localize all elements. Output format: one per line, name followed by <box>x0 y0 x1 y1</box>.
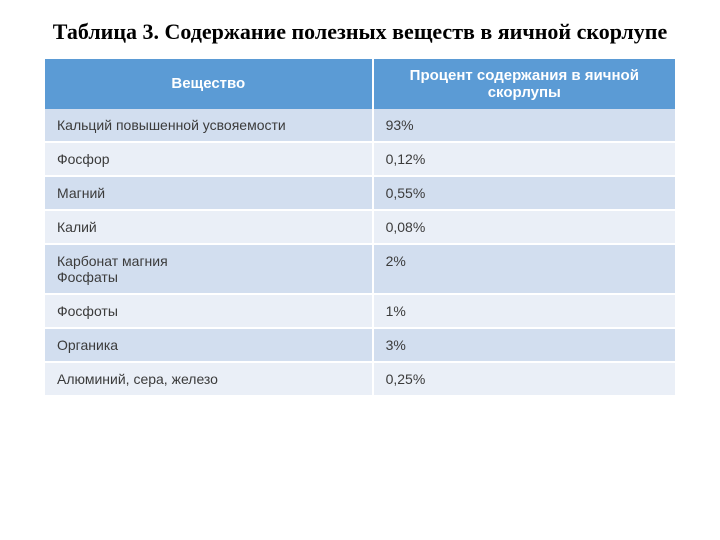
table-row: Органика3% <box>45 328 675 362</box>
cell-substance: Магний <box>45 176 373 210</box>
cell-substance: Органика <box>45 328 373 362</box>
cell-percent: 0,12% <box>373 142 675 176</box>
cell-substance: Фосфоты <box>45 294 373 328</box>
cell-substance: Калий <box>45 210 373 244</box>
cell-percent: 0,25% <box>373 362 675 396</box>
table-header-row: Вещество Процент содержания в яичной ско… <box>45 59 675 109</box>
table-row: Алюминий, сера, железо0,25% <box>45 362 675 396</box>
cell-percent: 3% <box>373 328 675 362</box>
table-title: Таблица 3. Содержание полезных веществ в… <box>45 18 675 47</box>
cell-percent: 0,55% <box>373 176 675 210</box>
table-row: Калий0,08% <box>45 210 675 244</box>
header-percent: Процент содержания в яичной скорлупы <box>373 59 675 109</box>
cell-percent: 2% <box>373 244 675 294</box>
cell-substance: Карбонат магнияФосфаты <box>45 244 373 294</box>
cell-substance: Фосфор <box>45 142 373 176</box>
table-row: Фосфоты1% <box>45 294 675 328</box>
substances-table: Вещество Процент содержания в яичной ско… <box>45 59 675 397</box>
cell-percent: 93% <box>373 109 675 142</box>
table-row: Магний0,55% <box>45 176 675 210</box>
table-row: Карбонат магнияФосфаты2% <box>45 244 675 294</box>
header-substance: Вещество <box>45 59 373 109</box>
cell-substance: Алюминий, сера, железо <box>45 362 373 396</box>
table-body: Кальций повышенной усвояемости93%Фосфор0… <box>45 109 675 396</box>
table-row: Кальций повышенной усвояемости93% <box>45 109 675 142</box>
cell-substance: Кальций повышенной усвояемости <box>45 109 373 142</box>
cell-percent: 0,08% <box>373 210 675 244</box>
cell-percent: 1% <box>373 294 675 328</box>
table-row: Фосфор0,12% <box>45 142 675 176</box>
